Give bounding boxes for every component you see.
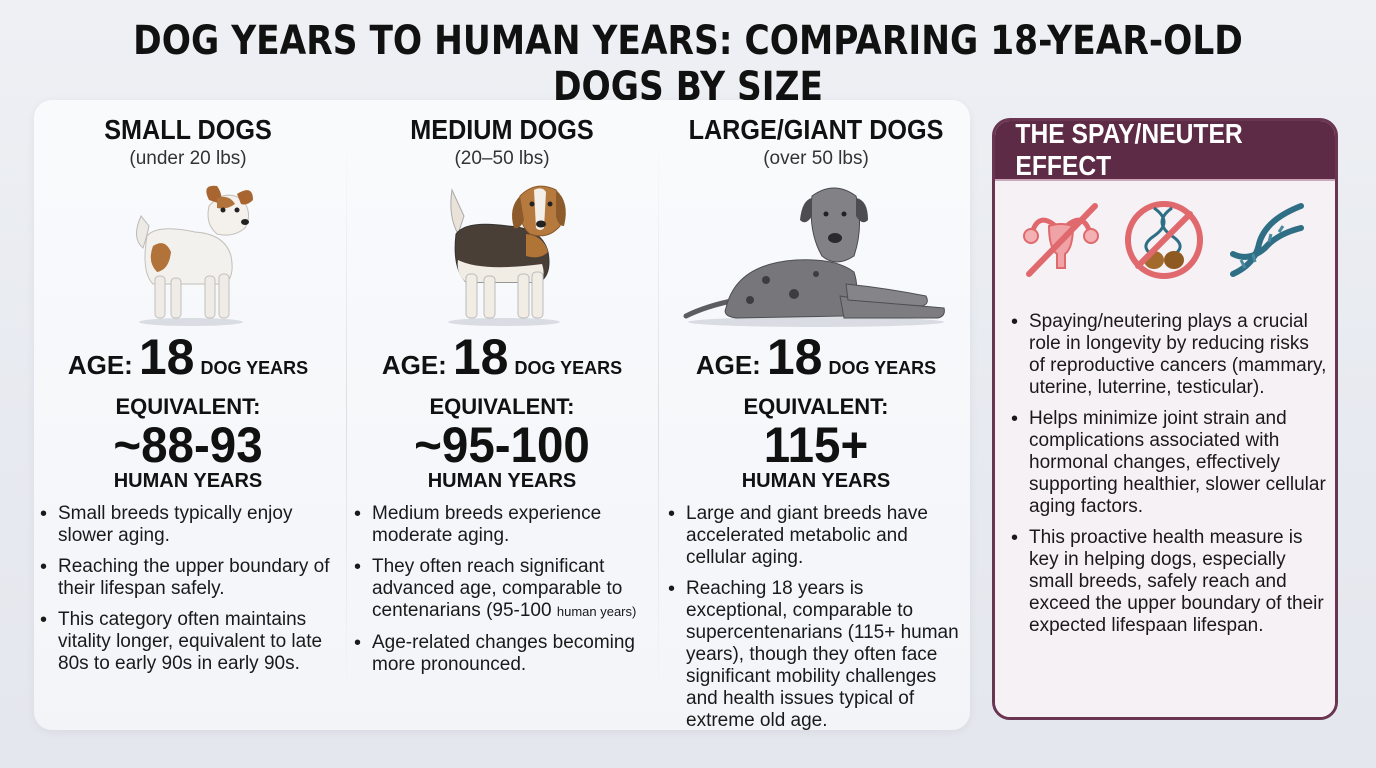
list-item-small-text: human years) xyxy=(556,604,637,619)
equivalent-unit: HUMAN YEARS xyxy=(427,470,577,492)
large-dog-illustration xyxy=(683,187,945,327)
weight-range: (under 20 lbs) xyxy=(129,148,247,169)
equivalent-value: ~88-93 xyxy=(113,417,263,473)
age-row: AGE: 18 DOG YEARS xyxy=(666,332,966,384)
card-header: THE SPAY/NEUTER EFFECT xyxy=(995,118,1335,181)
list-item: Large and giant breeds have accelerated … xyxy=(666,503,966,569)
column-divider xyxy=(658,130,659,700)
card-body: Spaying/neutering plays a crucial role i… xyxy=(995,179,1335,717)
list-item-text: They often reach significant advanced ag… xyxy=(372,556,623,621)
age-label: AGE: xyxy=(381,350,447,380)
list-item: Medium breeds experience moderate aging. xyxy=(352,503,652,547)
column-small-dogs: SMALL DOGS (under 20 lbs) AGE: 18 DOG YE… xyxy=(38,112,338,684)
age-row: AGE: 18 DOG YEARS xyxy=(38,332,338,384)
age-value: 18 xyxy=(452,329,509,385)
column-medium-dogs: MEDIUM DOGS (20–50 lbs) AGE: 18 DOG YEAR… xyxy=(352,112,652,685)
list-item: Spaying/neutering plays a crucial role i… xyxy=(1009,311,1329,399)
bullet-list: Small breeds typically enjoy slower agin… xyxy=(38,503,338,675)
column-title: SMALL DOGS xyxy=(104,114,272,145)
list-item: Reaching 18 years is exceptional, compar… xyxy=(666,578,966,732)
column-title: LARGE/GIANT DOGS xyxy=(688,114,944,145)
list-item: Age-related changes becoming more pronou… xyxy=(352,632,652,676)
equivalent-value: ~95-100 xyxy=(414,417,590,473)
list-item: This category often maintains vitality l… xyxy=(38,609,338,675)
equivalent-label: EQUIVALENT: xyxy=(115,394,261,419)
equivalent-value: 115+ xyxy=(763,417,869,473)
age-row: AGE: 18 DOG YEARS xyxy=(352,332,652,384)
age-label: AGE: xyxy=(695,350,761,380)
dna-helix-icon xyxy=(1230,203,1304,277)
equivalent-unit: HUMAN YEARS xyxy=(113,470,263,492)
list-item: They often reach significant advanced ag… xyxy=(352,556,652,623)
bullet-list: Medium breeds experience moderate aging.… xyxy=(352,503,652,676)
list-item: Helps minimize joint strain and complica… xyxy=(1009,408,1329,518)
crossed-dna-testes-icon xyxy=(1125,201,1203,279)
age-value: 18 xyxy=(766,329,823,385)
small-dog-illustration xyxy=(136,185,253,326)
equivalent-label: EQUIVALENT: xyxy=(743,394,889,419)
list-item: This proactive health measure is key in … xyxy=(1009,527,1329,637)
age-value: 18 xyxy=(138,329,195,385)
age-unit: DOG YEARS xyxy=(514,358,623,378)
column-large-dogs: LARGE/GIANT DOGS (over 50 lbs) AGE: 18 D… xyxy=(666,112,966,741)
equivalent-label: EQUIVALENT: xyxy=(429,394,575,419)
age-label: AGE: xyxy=(67,350,133,380)
age-unit: DOG YEARS xyxy=(200,358,309,378)
bullet-list: Spaying/neutering plays a crucial role i… xyxy=(1009,311,1329,646)
card-title: THE SPAY/NEUTER EFFECT xyxy=(1015,118,1243,181)
icon-row xyxy=(1019,195,1309,285)
column-title: MEDIUM DOGS xyxy=(410,114,594,145)
age-unit: DOG YEARS xyxy=(828,358,937,378)
page-title: DOG YEARS TO HUMAN YEARS: COMPARING 18-Y… xyxy=(133,18,1243,110)
weight-range: (20–50 lbs) xyxy=(454,148,550,169)
crossed-uterus-icon xyxy=(1023,203,1099,277)
medium-dog-illustration xyxy=(448,185,566,326)
list-item: Small breeds typically enjoy slower agin… xyxy=(38,503,338,547)
column-divider xyxy=(346,130,347,700)
list-item: Reaching the upper boundary of their lif… xyxy=(38,556,338,600)
weight-range: (over 50 lbs) xyxy=(763,148,869,169)
spay-neuter-card: THE SPAY/NEUTER EFFECT xyxy=(992,118,1338,720)
bullet-list: Large and giant breeds have accelerated … xyxy=(666,503,966,732)
equivalent-unit: HUMAN YEARS xyxy=(741,470,891,492)
